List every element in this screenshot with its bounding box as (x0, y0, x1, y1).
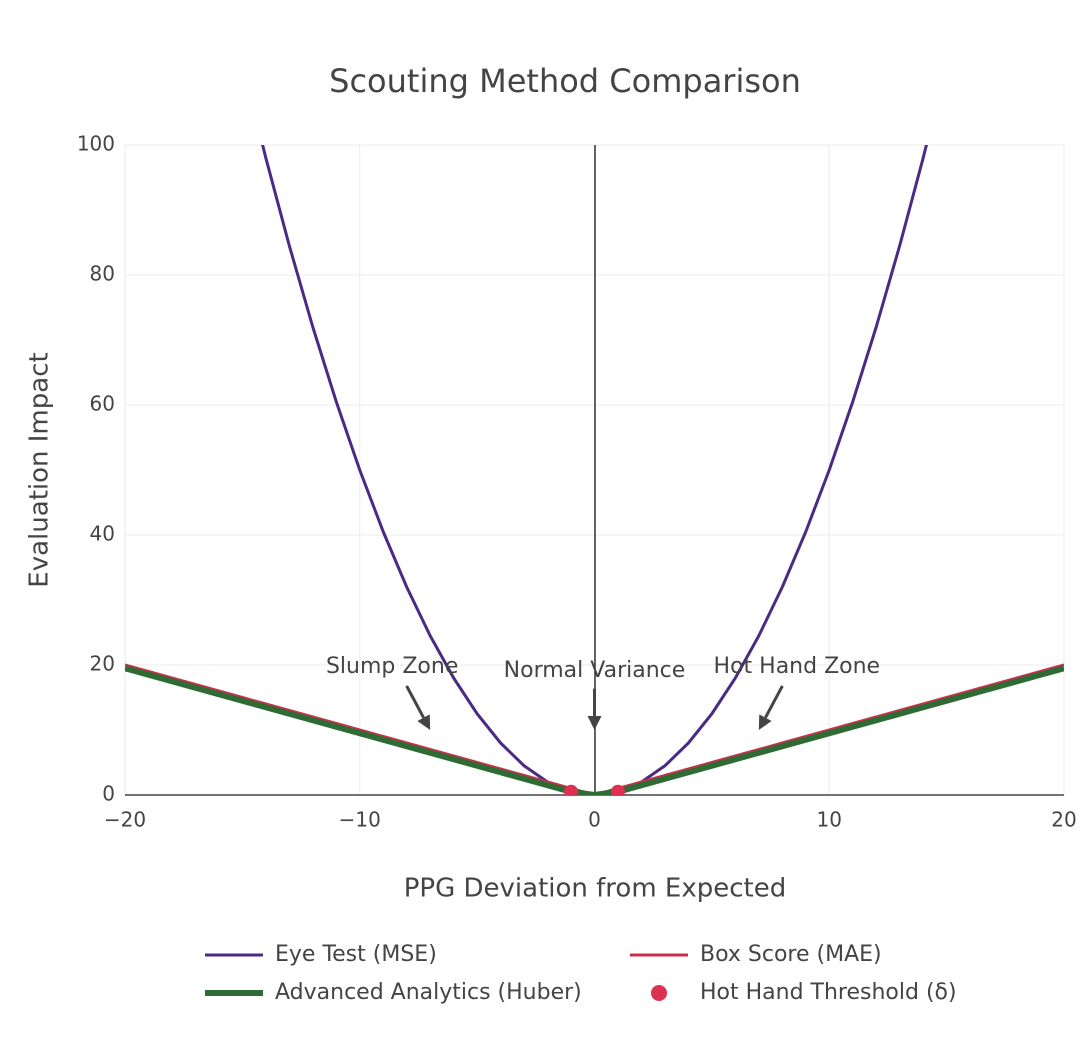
annotation-arrow (405, 685, 425, 719)
x-tick-label: 20 (1051, 808, 1076, 832)
annotation-arrowhead (417, 714, 431, 730)
series-line (125, 665, 1064, 795)
annotation: Hot Hand Zone (714, 654, 881, 679)
x-axis-label: PPG Deviation from Expected (404, 874, 786, 904)
annotation-arrow (764, 685, 784, 719)
y-tick-label: 100 (77, 132, 115, 156)
y-tick-label: 20 (90, 652, 115, 676)
y-tick-label: 60 (90, 392, 115, 416)
x-tick-label: 10 (817, 808, 842, 832)
annotation: Slump Zone (326, 654, 458, 679)
legend-label: Eye Test (MSE) (275, 942, 437, 967)
x-tick-label: −20 (104, 808, 146, 832)
y-tick-label: 80 (90, 262, 115, 286)
legend-marker (651, 985, 667, 1001)
overlay: Slump Zone Normal Variance Hot Hand Zone (326, 654, 880, 730)
plot-area (125, 145, 1064, 795)
y-axis-label: Evaluation Impact (25, 352, 55, 587)
annotation: Normal Variance (504, 658, 686, 683)
y-tick-label: 40 (90, 522, 115, 546)
x-tick-label: 0 (588, 808, 601, 832)
x-tick-label: −10 (339, 808, 381, 832)
legend-label: Box Score (MAE) (700, 942, 882, 967)
legend-label: Advanced Analytics (Huber) (275, 980, 582, 1005)
series-line (125, 663, 1064, 795)
annotation-arrowhead (758, 714, 772, 730)
marker (564, 784, 579, 795)
series-line (261, 145, 928, 795)
y-tick-label: 0 (102, 782, 115, 806)
annotation-arrowhead (587, 716, 602, 730)
chart-title: Scouting Method Comparison (329, 62, 801, 100)
marker (610, 784, 625, 795)
legend-label: Hot Hand Threshold (δ) (700, 980, 957, 1005)
